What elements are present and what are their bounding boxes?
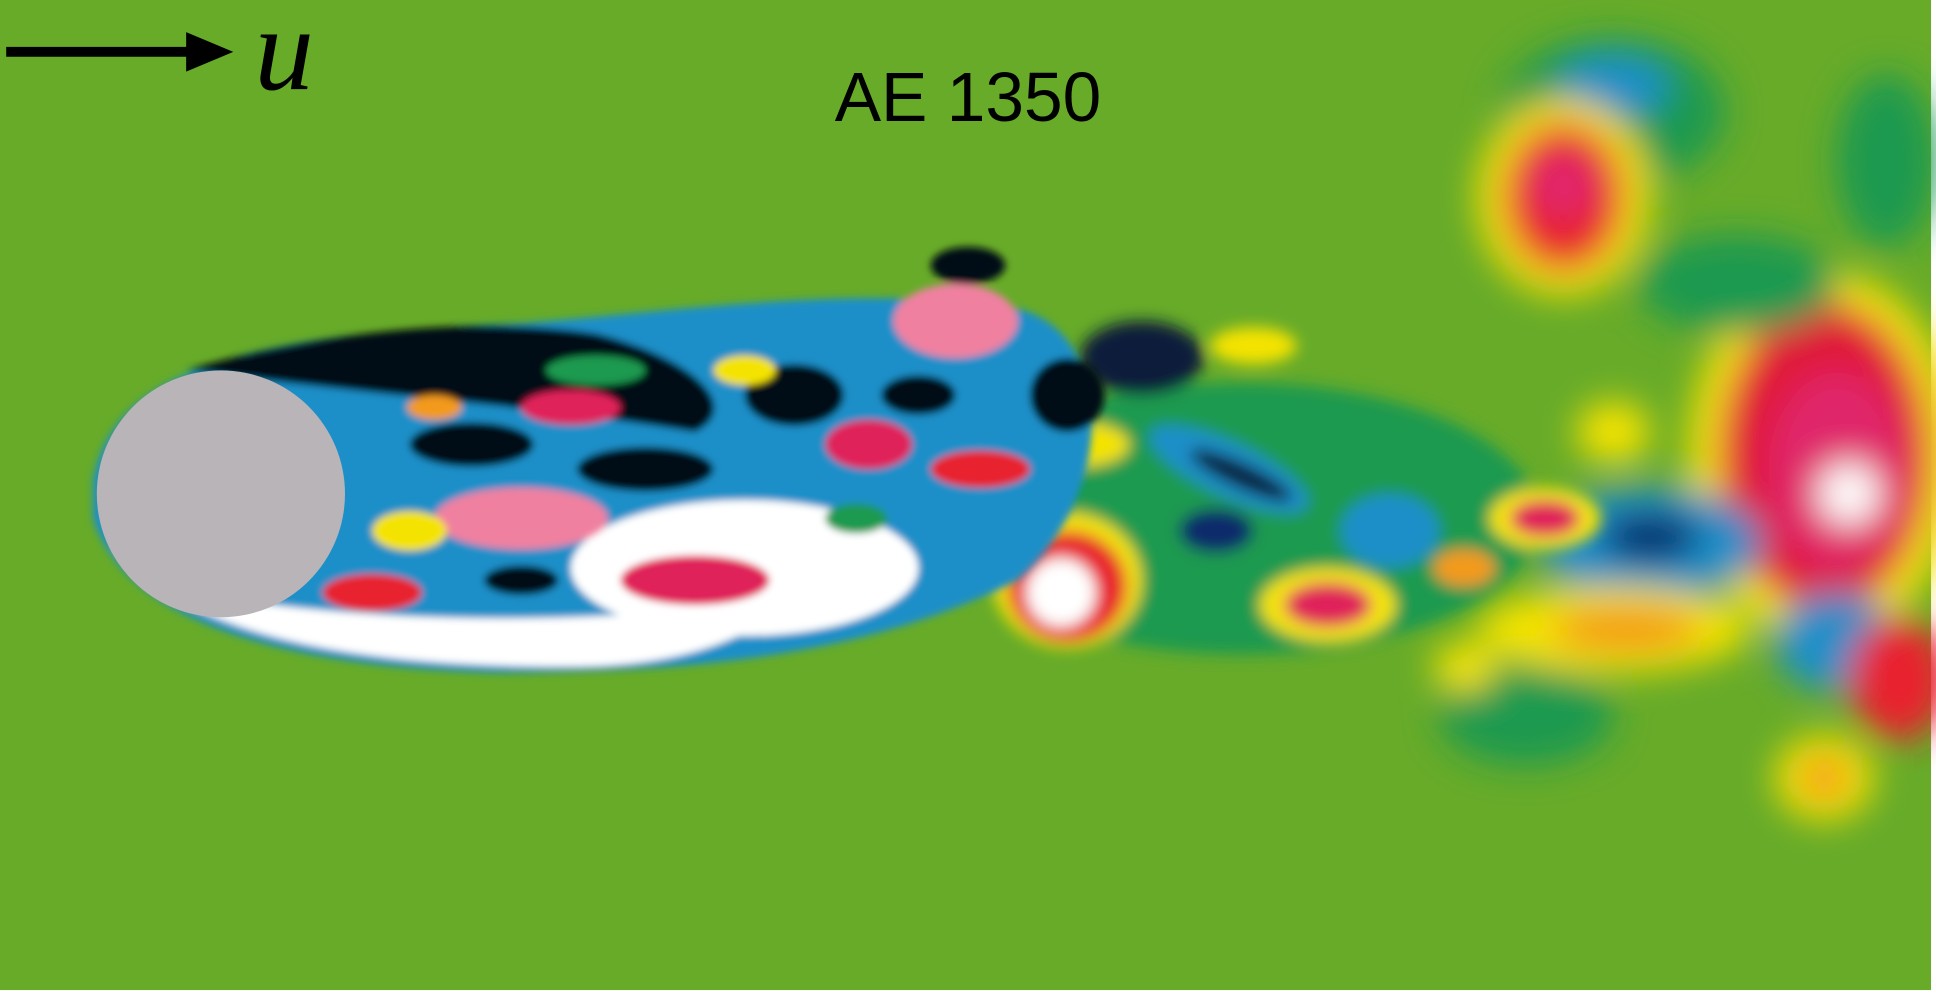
page: u AE 1350 (() => { const data = JSON.par… <box>0 0 1936 995</box>
case-title: AE 1350 <box>835 58 1102 136</box>
velocity-label: u <box>254 0 314 115</box>
cylinder <box>97 370 345 617</box>
vorticity-field: u AE 1350 <box>0 0 1936 995</box>
